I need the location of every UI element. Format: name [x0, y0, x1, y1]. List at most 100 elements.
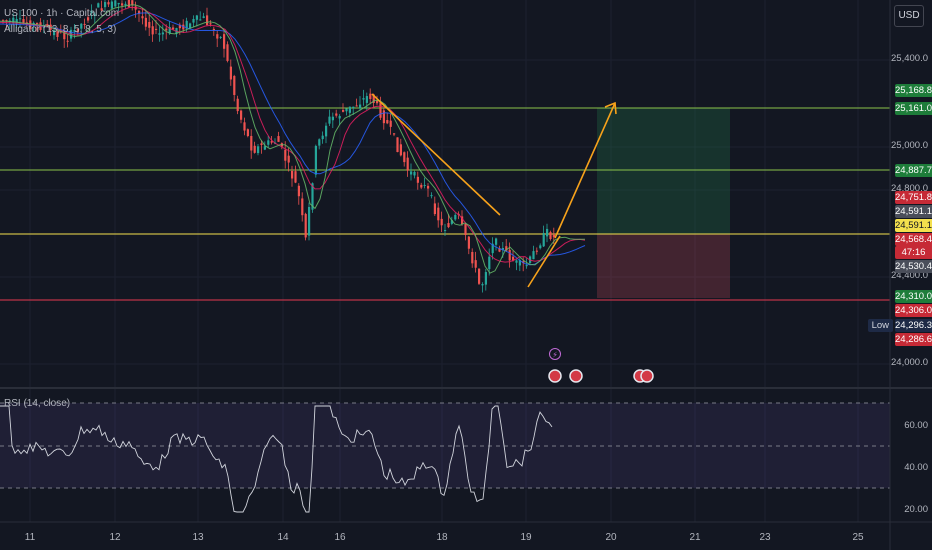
candle-body — [525, 265, 528, 267]
rsi-band — [0, 403, 890, 488]
price-axis-label: 24,800.0 — [891, 183, 928, 194]
candle-body — [93, 14, 96, 16]
candle-body — [474, 260, 477, 268]
candle-body — [284, 149, 287, 161]
time-axis-label: 13 — [192, 532, 204, 543]
us-flag-event-icon — [569, 369, 583, 383]
price-tag: 24,887.7 — [895, 164, 932, 177]
candle-body — [212, 28, 215, 31]
candle-body — [355, 105, 358, 107]
candle-body — [518, 260, 521, 266]
symbol-legend[interactable]: US 100 · 1h · Capital.com — [4, 8, 120, 19]
candle-body — [325, 125, 328, 137]
stop-zone[interactable] — [597, 234, 730, 298]
candle-body — [464, 223, 467, 236]
candle-body — [369, 93, 372, 99]
candle-body — [185, 20, 188, 29]
candle-body — [178, 24, 181, 29]
candle-body — [114, 0, 117, 7]
candle-body — [331, 116, 334, 121]
rsi-axis-label: 60.00 — [904, 420, 928, 431]
candle-body — [100, 8, 103, 11]
candle-body — [151, 26, 154, 35]
candle-body — [382, 110, 385, 124]
candle-body — [304, 213, 307, 238]
time-axis-label: 11 — [24, 532, 36, 543]
price-axis-label: 25,400.0 — [891, 53, 928, 64]
candle-body — [287, 155, 290, 163]
candle-body — [144, 17, 147, 27]
rsi-indicator — [0, 402, 890, 513]
candle-body — [195, 15, 198, 20]
candle-body — [148, 21, 151, 28]
rsi-line — [0, 405, 553, 513]
candle-body — [127, 0, 130, 8]
candle-body — [433, 203, 436, 215]
candle-body — [46, 24, 49, 27]
candle-body — [263, 146, 266, 150]
candle-body — [539, 245, 542, 249]
rsi-axis-label: 40.00 — [904, 462, 928, 473]
alligator-indicator — [0, 4, 586, 274]
candle-body — [410, 171, 413, 175]
candle-body — [229, 66, 232, 80]
projection-arrow[interactable] — [554, 101, 617, 239]
uptrend-line[interactable] — [527, 235, 561, 288]
rsi-legend[interactable]: RSI (14, close) — [4, 398, 71, 409]
candle-body — [155, 28, 158, 30]
candle-body — [168, 27, 171, 34]
candle-body — [423, 184, 426, 186]
candle-body — [549, 232, 552, 240]
candle-body — [403, 152, 406, 163]
candle-body — [226, 44, 229, 61]
candle-body — [505, 246, 508, 251]
candle-body — [498, 248, 501, 252]
price-axis-label: 25,000.0 — [891, 140, 928, 151]
lightning-glyph: ⚡ — [552, 351, 558, 360]
price-tag: 24,310.0 — [895, 290, 932, 303]
candle-body — [542, 233, 545, 247]
candle-body — [399, 144, 402, 156]
candle-body — [318, 139, 321, 146]
event-markers[interactable]: ⚡ — [548, 348, 654, 383]
candle-body — [138, 11, 141, 14]
candle-body — [376, 100, 379, 104]
time-axis-label: 14 — [277, 532, 289, 543]
candle-body — [66, 40, 69, 42]
candle-body — [348, 106, 351, 113]
candle-body — [444, 230, 447, 232]
candle-body — [277, 136, 280, 142]
candle-body — [488, 256, 491, 270]
candle-body — [328, 116, 331, 124]
us-flag-event-icon — [640, 369, 654, 383]
candle-body — [253, 145, 256, 153]
candle-body — [32, 22, 35, 25]
candle-body — [15, 18, 18, 24]
candle-body — [294, 171, 297, 183]
time-axis-label: 21 — [689, 532, 701, 543]
price-axis-label: 24,400.0 — [891, 270, 928, 281]
candle-body — [12, 17, 15, 24]
candle-body — [270, 141, 273, 143]
candle-body — [172, 27, 175, 30]
time-axis-label: 19 — [520, 532, 532, 543]
target-zone[interactable] — [597, 108, 730, 234]
candle-body — [430, 195, 433, 197]
candle-body — [314, 145, 317, 175]
candle-body — [389, 120, 392, 127]
candle-body — [454, 214, 457, 220]
price-tag: 24,286.6 — [895, 333, 932, 346]
candle-body — [338, 115, 341, 119]
candle-body — [321, 135, 324, 140]
alligator-legend[interactable]: Alligator (13, 8, 5, 8, 5, 3) — [4, 24, 117, 35]
candle-body — [359, 104, 362, 109]
candle-body — [416, 176, 419, 183]
candle-body — [532, 251, 535, 260]
candle-countdown: 47:16 — [895, 246, 932, 259]
downtrend-line[interactable] — [371, 93, 501, 216]
candle-body — [219, 36, 222, 38]
time-axis-label: 23 — [759, 532, 771, 543]
candle-body — [379, 102, 382, 118]
currency-button[interactable]: USD — [894, 5, 924, 27]
